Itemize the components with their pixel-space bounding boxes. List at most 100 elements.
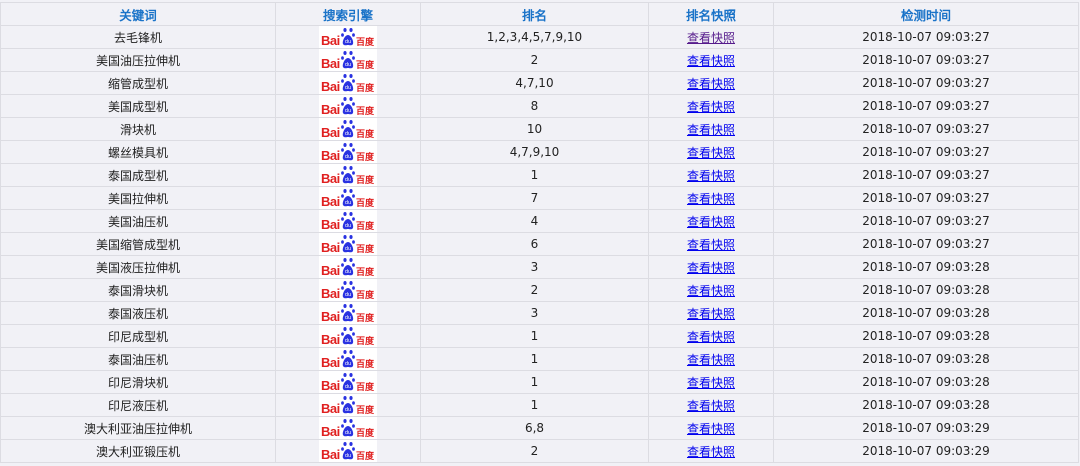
- view-snapshot-link[interactable]: 查看快照: [686, 99, 735, 114]
- keyword-cell: 美国液压拉伸机: [0, 255, 276, 279]
- view-snapshot-link[interactable]: 查看快照: [686, 352, 735, 367]
- baidu-logo: Bai du 百度: [319, 371, 377, 393]
- time-cell: 2018-10-07 09:03:29: [773, 416, 1079, 440]
- rank-cell: 8: [420, 94, 649, 118]
- rank-cell: 3: [420, 255, 649, 279]
- baidu-logo: Bai du 百度: [319, 49, 377, 71]
- snapshot-cell: 查看快照: [648, 278, 774, 302]
- engine-cell: Bai du 百度: [275, 347, 421, 371]
- rank-cell: 7: [420, 186, 649, 210]
- svg-text:du: du: [345, 39, 351, 45]
- keyword-cell: 澳大利亚油压拉伸机: [0, 416, 276, 440]
- view-snapshot-link[interactable]: 查看快照: [686, 214, 735, 229]
- view-snapshot-link[interactable]: 查看快照: [686, 375, 735, 390]
- header-rank: 排名: [420, 2, 649, 26]
- engine-cell: Bai du 百度: [275, 416, 421, 440]
- keyword-cell: 印尼液压机: [0, 393, 276, 417]
- header-time: 检测时间: [773, 2, 1079, 26]
- engine-cell: Bai du 百度: [275, 439, 421, 463]
- table-row: 美国成型机 Bai du 百度 8 查看快照 2018-10-07 09:03:27: [0, 94, 1079, 118]
- baidu-logo: Bai du 百度: [319, 348, 377, 370]
- view-snapshot-link[interactable]: 查看快照: [686, 30, 735, 45]
- time-cell: 2018-10-07 09:03:28: [773, 393, 1079, 417]
- baidu-logo: Bai du 百度: [319, 256, 377, 278]
- rank-cell: 2: [420, 278, 649, 302]
- view-snapshot-link[interactable]: 查看快照: [686, 122, 735, 137]
- snapshot-cell: 查看快照: [648, 71, 774, 95]
- svg-text:du: du: [345, 407, 351, 413]
- engine-cell: Bai du 百度: [275, 140, 421, 164]
- baidu-logo: Bai du 百度: [319, 26, 377, 48]
- view-snapshot-link[interactable]: 查看快照: [686, 444, 735, 459]
- time-cell: 2018-10-07 09:03:27: [773, 140, 1079, 164]
- engine-cell: Bai du 百度: [275, 232, 421, 256]
- svg-text:du: du: [345, 338, 351, 344]
- keyword-cell: 印尼滑块机: [0, 370, 276, 394]
- view-snapshot-link[interactable]: 查看快照: [686, 283, 735, 298]
- rank-cell: 4,7,9,10: [420, 140, 649, 164]
- time-cell: 2018-10-07 09:03:28: [773, 255, 1079, 279]
- table-row: 泰国液压机 Bai du 百度 3 查看快照 2018-10-07 09:03:28: [0, 301, 1079, 325]
- svg-text:du: du: [345, 131, 351, 137]
- svg-text:du: du: [345, 269, 351, 275]
- table-row: 美国拉伸机 Bai du 百度 7 查看快照 2018-10-07 09:03:27: [0, 186, 1079, 210]
- snapshot-cell: 查看快照: [648, 416, 774, 440]
- snapshot-cell: 查看快照: [648, 232, 774, 256]
- rank-cell: 1: [420, 393, 649, 417]
- table-row: 螺丝模具机 Bai du 百度 4,7,9,10 查看快照 2018-10-07 0…: [0, 140, 1079, 164]
- table-row: 泰国成型机 Bai du 百度 1 查看快照 2018-10-07 09:03:27: [0, 163, 1079, 187]
- snapshot-cell: 查看快照: [648, 255, 774, 279]
- rank-cell: 2: [420, 439, 649, 463]
- view-snapshot-link[interactable]: 查看快照: [686, 76, 735, 91]
- view-snapshot-link[interactable]: 查看快照: [686, 168, 735, 183]
- baidu-logo: Bai du 百度: [319, 233, 377, 255]
- view-snapshot-link[interactable]: 查看快照: [686, 53, 735, 68]
- snapshot-cell: 查看快照: [648, 94, 774, 118]
- table-row: 印尼滑块机 Bai du 百度 1 查看快照 2018-10-07 09:03:28: [0, 370, 1079, 394]
- rank-cell: 4,7,10: [420, 71, 649, 95]
- table-row: 美国油压拉伸机 Bai du 百度 2 查看快照 2018-10-07 09:03:…: [0, 48, 1079, 72]
- view-snapshot-link[interactable]: 查看快照: [686, 191, 735, 206]
- rank-cell: 6,8: [420, 416, 649, 440]
- view-snapshot-link[interactable]: 查看快照: [686, 306, 735, 321]
- baidu-logo: Bai du 百度: [319, 394, 377, 416]
- baidu-paw-icon: du: [341, 281, 355, 299]
- engine-cell: Bai du 百度: [275, 25, 421, 49]
- keyword-cell: 美国缩管成型机: [0, 232, 276, 256]
- baidu-logo: Bai du 百度: [319, 325, 377, 347]
- baidu-paw-icon: du: [341, 51, 355, 69]
- view-snapshot-link[interactable]: 查看快照: [686, 421, 735, 436]
- time-cell: 2018-10-07 09:03:27: [773, 209, 1079, 233]
- view-snapshot-link[interactable]: 查看快照: [686, 237, 735, 252]
- table-row: 印尼成型机 Bai du 百度 1 查看快照 2018-10-07 09:03:28: [0, 324, 1079, 348]
- svg-text:du: du: [345, 200, 351, 206]
- snapshot-cell: 查看快照: [648, 48, 774, 72]
- table-row: 泰国滑块机 Bai du 百度 2 查看快照 2018-10-07 09:03:28: [0, 278, 1079, 302]
- baidu-logo: Bai du 百度: [319, 72, 377, 94]
- time-cell: 2018-10-07 09:03:27: [773, 117, 1079, 141]
- rank-cell: 1,2,3,4,5,7,9,10: [420, 25, 649, 49]
- time-cell: 2018-10-07 09:03:27: [773, 94, 1079, 118]
- keyword-cell: 美国油压机: [0, 209, 276, 233]
- engine-cell: Bai du 百度: [275, 94, 421, 118]
- svg-text:du: du: [345, 384, 351, 390]
- svg-text:du: du: [345, 223, 351, 229]
- baidu-logo: Bai du 百度: [319, 417, 377, 439]
- time-cell: 2018-10-07 09:03:27: [773, 186, 1079, 210]
- baidu-paw-icon: du: [341, 304, 355, 322]
- svg-text:du: du: [345, 292, 351, 298]
- keyword-cell: 滑块机: [0, 117, 276, 141]
- time-cell: 2018-10-07 09:03:28: [773, 324, 1079, 348]
- keyword-cell: 螺丝模具机: [0, 140, 276, 164]
- snapshot-cell: 查看快照: [648, 209, 774, 233]
- view-snapshot-link[interactable]: 查看快照: [686, 260, 735, 275]
- snapshot-cell: 查看快照: [648, 25, 774, 49]
- view-snapshot-link[interactable]: 查看快照: [686, 329, 735, 344]
- view-snapshot-link[interactable]: 查看快照: [686, 398, 735, 413]
- time-cell: 2018-10-07 09:03:27: [773, 48, 1079, 72]
- view-snapshot-link[interactable]: 查看快照: [686, 145, 735, 160]
- engine-cell: Bai du 百度: [275, 48, 421, 72]
- rank-cell: 4: [420, 209, 649, 233]
- baidu-paw-icon: du: [341, 350, 355, 368]
- snapshot-cell: 查看快照: [648, 140, 774, 164]
